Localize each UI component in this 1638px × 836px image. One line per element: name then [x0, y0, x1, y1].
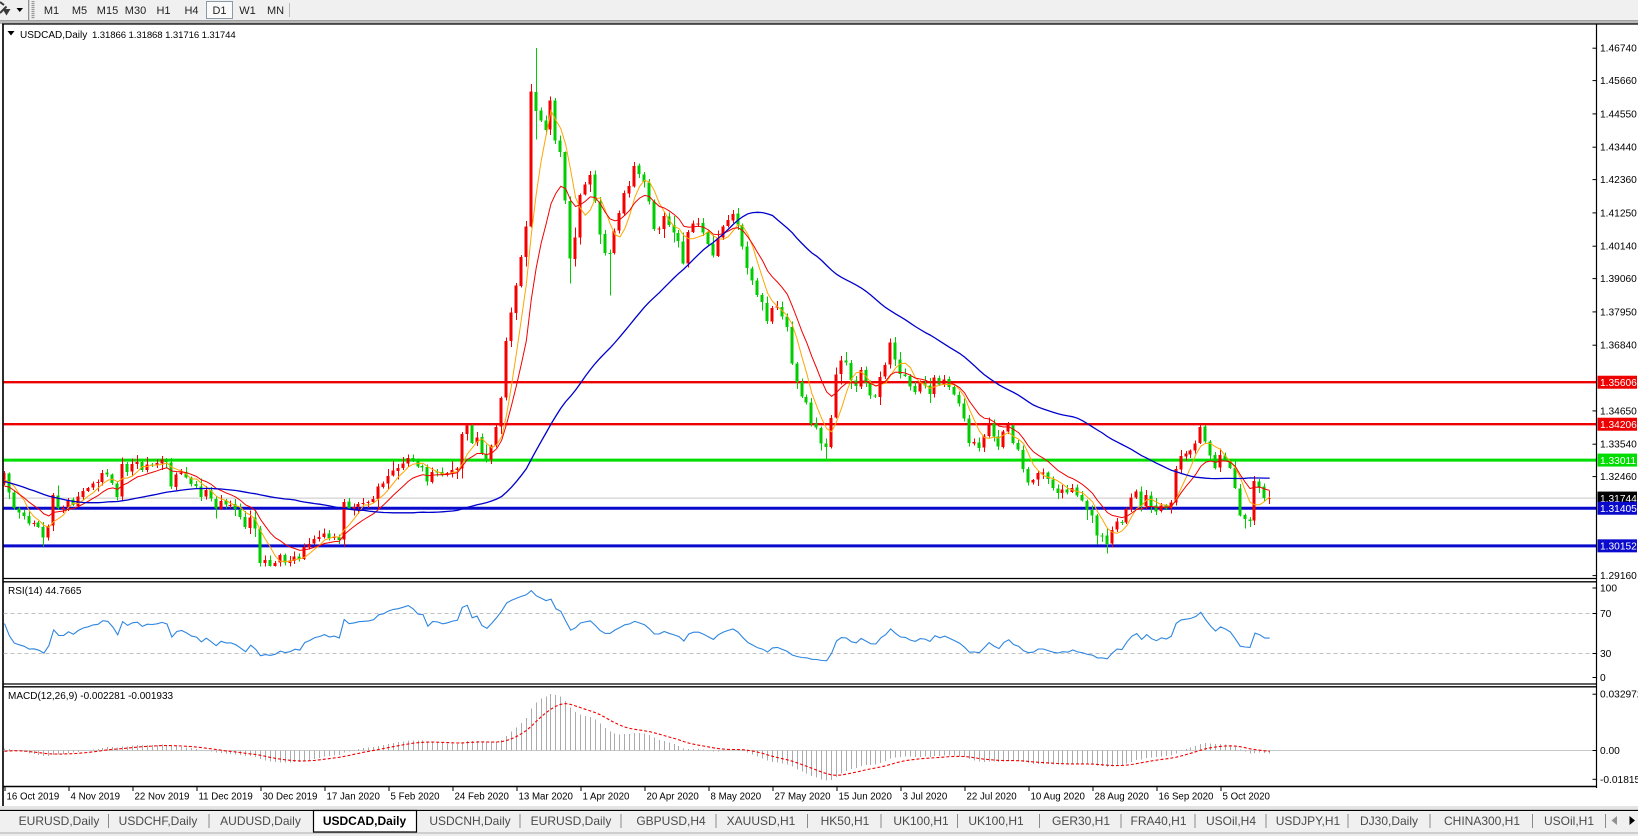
- svg-text:70: 70: [1600, 609, 1612, 620]
- svg-text:H4: H4: [184, 5, 198, 17]
- svg-text:1.35606: 1.35606: [1600, 378, 1637, 389]
- svg-text:1.41250: 1.41250: [1600, 208, 1637, 219]
- svg-text:27 May 2020: 27 May 2020: [775, 792, 832, 803]
- svg-text:1.40140: 1.40140: [1600, 242, 1637, 253]
- svg-text:USDCNH,Daily: USDCNH,Daily: [429, 814, 510, 828]
- svg-text:1.33540: 1.33540: [1600, 440, 1637, 451]
- svg-text:1.33011: 1.33011: [1600, 456, 1636, 467]
- svg-text:USDCAD,Daily: USDCAD,Daily: [323, 814, 407, 828]
- svg-text:M30: M30: [125, 5, 146, 17]
- svg-text:1.36840: 1.36840: [1600, 341, 1637, 352]
- svg-text:1.30152: 1.30152: [1600, 542, 1637, 553]
- svg-text:GBPUSD,H4: GBPUSD,H4: [636, 814, 706, 828]
- svg-text:0: 0: [1600, 673, 1606, 684]
- svg-text:1.34650: 1.34650: [1600, 406, 1637, 417]
- svg-text:30 Dec 2019: 30 Dec 2019: [263, 792, 318, 803]
- svg-text:1.46740: 1.46740: [1600, 44, 1637, 55]
- svg-text:5 Feb 2020: 5 Feb 2020: [391, 792, 441, 803]
- svg-text:1.45660: 1.45660: [1600, 76, 1637, 87]
- svg-text:M1: M1: [44, 5, 59, 17]
- svg-text:15 Jun 2020: 15 Jun 2020: [839, 792, 893, 803]
- svg-text:13 Mar 2020: 13 Mar 2020: [519, 792, 574, 803]
- svg-text:0.00: 0.00: [1600, 746, 1620, 757]
- svg-text:RSI(14) 44.7665: RSI(14) 44.7665: [8, 586, 82, 597]
- svg-text:1.37950: 1.37950: [1600, 307, 1637, 318]
- svg-text:100: 100: [1600, 584, 1617, 595]
- svg-text:USDJPY,H1: USDJPY,H1: [1276, 814, 1341, 828]
- svg-text:1.31744: 1.31744: [1600, 494, 1637, 505]
- svg-text:H1: H1: [156, 5, 170, 17]
- svg-text:28 Aug 2020: 28 Aug 2020: [1095, 792, 1150, 803]
- svg-text:1.43440: 1.43440: [1600, 143, 1637, 154]
- svg-text:1.44550: 1.44550: [1600, 109, 1637, 120]
- svg-text:UK100,H1: UK100,H1: [893, 814, 949, 828]
- svg-text:1.32460: 1.32460: [1600, 472, 1637, 483]
- svg-text:0.032972: 0.032972: [1600, 690, 1638, 701]
- svg-text:11 Dec 2019: 11 Dec 2019: [199, 792, 253, 803]
- svg-text:3 Jul 2020: 3 Jul 2020: [903, 792, 948, 803]
- svg-text:24 Feb 2020: 24 Feb 2020: [455, 792, 510, 803]
- svg-text:XAUUSD,H1: XAUUSD,H1: [727, 814, 796, 828]
- svg-text:HK50,H1: HK50,H1: [821, 814, 870, 828]
- svg-text:1.34206: 1.34206: [1600, 420, 1637, 431]
- svg-text:DJ30,Daily: DJ30,Daily: [1360, 814, 1418, 828]
- svg-text:16 Sep 2020: 16 Sep 2020: [1159, 792, 1215, 803]
- svg-text:22 Jul 2020: 22 Jul 2020: [967, 792, 1018, 803]
- svg-text:1 Apr 2020: 1 Apr 2020: [583, 792, 630, 803]
- svg-text:M5: M5: [72, 5, 87, 17]
- svg-text:USDCHF,Daily: USDCHF,Daily: [119, 814, 198, 828]
- svg-text:GER30,H1: GER30,H1: [1052, 814, 1110, 828]
- svg-text:MACD(12,26,9) -0.002281 -0.001: MACD(12,26,9) -0.002281 -0.001933: [8, 691, 174, 702]
- svg-text:M15: M15: [97, 5, 118, 17]
- svg-text:USOil,H1: USOil,H1: [1544, 814, 1594, 828]
- svg-text:FRA40,H1: FRA40,H1: [1130, 814, 1186, 828]
- svg-text:5 Oct 2020: 5 Oct 2020: [1223, 792, 1271, 803]
- svg-text:8 May 2020: 8 May 2020: [711, 792, 762, 803]
- svg-text:USOil,H4: USOil,H4: [1206, 814, 1256, 828]
- svg-text:1.42360: 1.42360: [1600, 175, 1637, 186]
- svg-text:MN: MN: [267, 5, 284, 17]
- svg-text:D1: D1: [212, 5, 226, 17]
- svg-text:AUDUSD,Daily: AUDUSD,Daily: [220, 814, 301, 828]
- svg-text:4 Nov 2019: 4 Nov 2019: [71, 792, 121, 803]
- svg-text:20 Apr 2020: 20 Apr 2020: [647, 792, 700, 803]
- svg-text:16 Oct 2019: 16 Oct 2019: [7, 792, 60, 803]
- svg-text:EURUSD,Daily: EURUSD,Daily: [531, 814, 612, 828]
- svg-text:USDCAD,Daily: USDCAD,Daily: [20, 30, 87, 41]
- svg-text:30: 30: [1600, 649, 1612, 660]
- svg-text:-0.018154: -0.018154: [1600, 775, 1638, 786]
- svg-text:1.39060: 1.39060: [1600, 274, 1637, 285]
- svg-text:17 Jan 2020: 17 Jan 2020: [327, 792, 381, 803]
- svg-text:UK100,H1: UK100,H1: [968, 814, 1024, 828]
- svg-text:22 Nov 2019: 22 Nov 2019: [135, 792, 190, 803]
- svg-text:EURUSD,Daily: EURUSD,Daily: [19, 814, 100, 828]
- svg-text:1.29160: 1.29160: [1600, 571, 1637, 582]
- svg-text:W1: W1: [239, 5, 256, 17]
- svg-text:1.31405: 1.31405: [1600, 504, 1637, 515]
- svg-text:1.31866 1.31868 1.31716 1.3174: 1.31866 1.31868 1.31716 1.31744: [92, 30, 236, 41]
- svg-text:CHINA300,H1: CHINA300,H1: [1444, 814, 1520, 828]
- svg-text:10 Aug 2020: 10 Aug 2020: [1031, 792, 1086, 803]
